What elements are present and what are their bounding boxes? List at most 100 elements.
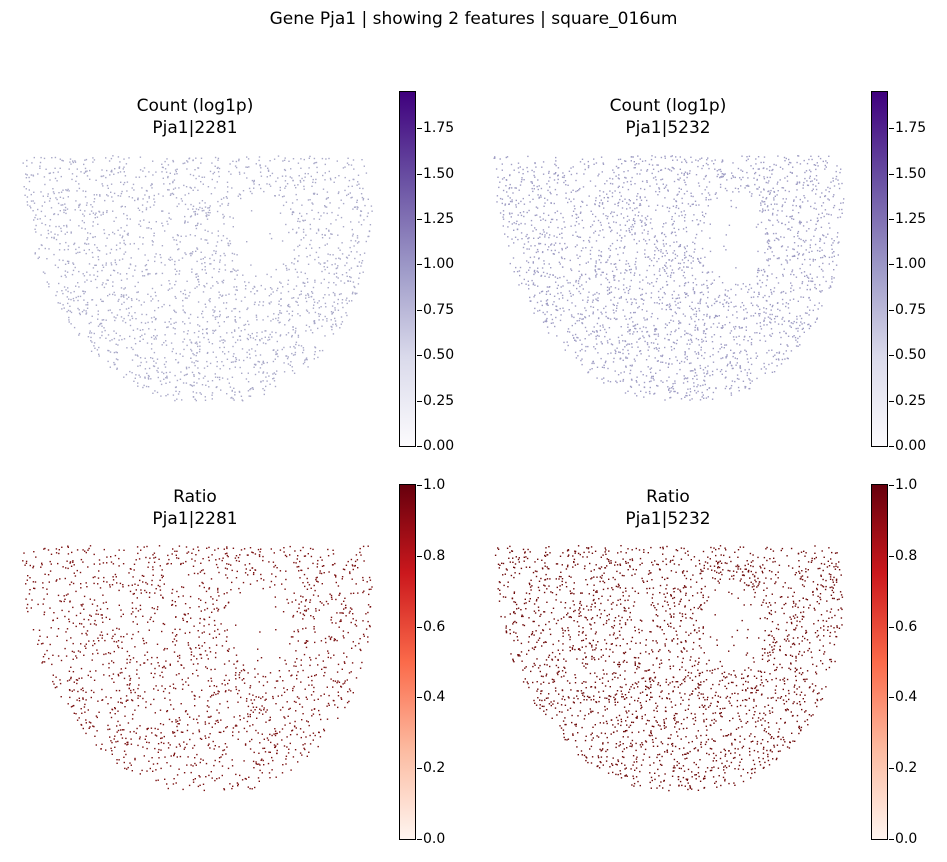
spot-point <box>602 271 604 274</box>
spot-point <box>634 232 636 234</box>
spot-point <box>222 217 225 219</box>
spot-point <box>101 264 104 266</box>
spot-point <box>173 752 176 754</box>
spot-point <box>163 372 165 375</box>
spot-point <box>307 640 309 642</box>
spot-point <box>639 337 641 339</box>
spot-point <box>696 374 698 377</box>
spot-point <box>142 338 144 340</box>
spot-point <box>613 275 615 277</box>
spot-point <box>585 345 587 348</box>
spot-point <box>170 342 173 344</box>
spot-point <box>755 163 757 165</box>
spot-point <box>546 299 549 301</box>
spot-point <box>621 207 624 209</box>
spot-point <box>584 338 586 340</box>
spot-point <box>133 380 135 382</box>
spot-point <box>775 237 778 239</box>
spot-point <box>666 324 668 326</box>
spot-point <box>638 305 640 308</box>
spot-point <box>161 371 163 373</box>
spot-point <box>760 368 763 370</box>
spot-point <box>789 259 791 261</box>
spot-point <box>299 703 301 705</box>
spot-point <box>634 222 636 225</box>
spot-point <box>549 234 551 236</box>
spot-point <box>154 390 156 392</box>
spot-point <box>351 235 354 237</box>
spot-point <box>760 204 762 206</box>
spot-point <box>219 259 221 261</box>
spot-point <box>132 329 135 331</box>
spot-point <box>113 351 116 354</box>
spot-point <box>701 211 704 213</box>
spot-point <box>815 288 817 290</box>
spot-point <box>763 366 766 368</box>
spot-point <box>811 190 813 192</box>
spot-point <box>72 622 74 624</box>
spot-point <box>594 203 596 205</box>
spot-point <box>721 282 724 284</box>
spot-point <box>726 301 728 303</box>
spot-point <box>113 192 116 195</box>
spot-point <box>618 201 620 204</box>
spot-point <box>218 761 221 763</box>
spot-point <box>505 156 507 159</box>
spot-point <box>720 327 723 329</box>
spot-point <box>513 229 515 231</box>
spot-point <box>617 158 620 161</box>
spot-point <box>66 271 69 273</box>
spot-point <box>43 157 46 160</box>
spot-point <box>253 366 255 368</box>
spot-point <box>340 293 342 295</box>
spot-point <box>328 157 330 160</box>
spot-point <box>72 262 74 264</box>
spot-point <box>174 601 176 603</box>
spot-point <box>791 284 793 287</box>
spot-point <box>802 225 805 227</box>
spot-point <box>285 185 287 187</box>
spot-point <box>694 237 697 239</box>
spot-point <box>690 334 693 337</box>
spot-point <box>148 227 150 229</box>
spot-point <box>60 175 62 178</box>
spot-point <box>614 370 616 372</box>
spot-point <box>597 175 599 177</box>
spot-point <box>692 378 694 380</box>
spot-point <box>664 323 667 325</box>
spot-point <box>816 276 818 278</box>
spot-point <box>293 258 296 260</box>
spot-point <box>167 176 169 179</box>
spot-point <box>620 272 622 274</box>
spot-point <box>821 205 823 207</box>
spot-point <box>683 271 685 274</box>
spot-point <box>629 312 632 314</box>
spot-point <box>135 318 137 320</box>
spot-point <box>313 304 315 306</box>
spot-point <box>650 296 652 299</box>
spot-point <box>607 367 609 370</box>
spot-point <box>228 244 230 247</box>
spot-point <box>164 230 166 232</box>
spot-point <box>768 264 770 267</box>
spot-point <box>362 187 364 190</box>
spot-point <box>784 201 786 203</box>
spot-point <box>553 295 556 297</box>
spot-point <box>800 296 802 298</box>
spot-point <box>358 183 360 185</box>
spot-point <box>95 179 97 181</box>
spot-point <box>534 214 536 217</box>
spot-point <box>576 214 578 216</box>
spot-point <box>584 168 586 171</box>
spot-point <box>589 278 591 280</box>
spot-point <box>144 357 146 359</box>
spot-point <box>75 180 77 182</box>
spot-point <box>148 197 150 199</box>
spot-point <box>256 344 258 346</box>
spot-point <box>604 335 606 338</box>
spot-point <box>211 232 213 234</box>
spot-point <box>229 216 231 218</box>
spot-point <box>139 376 141 378</box>
spot-point <box>310 555 313 558</box>
spot-point <box>334 177 337 179</box>
